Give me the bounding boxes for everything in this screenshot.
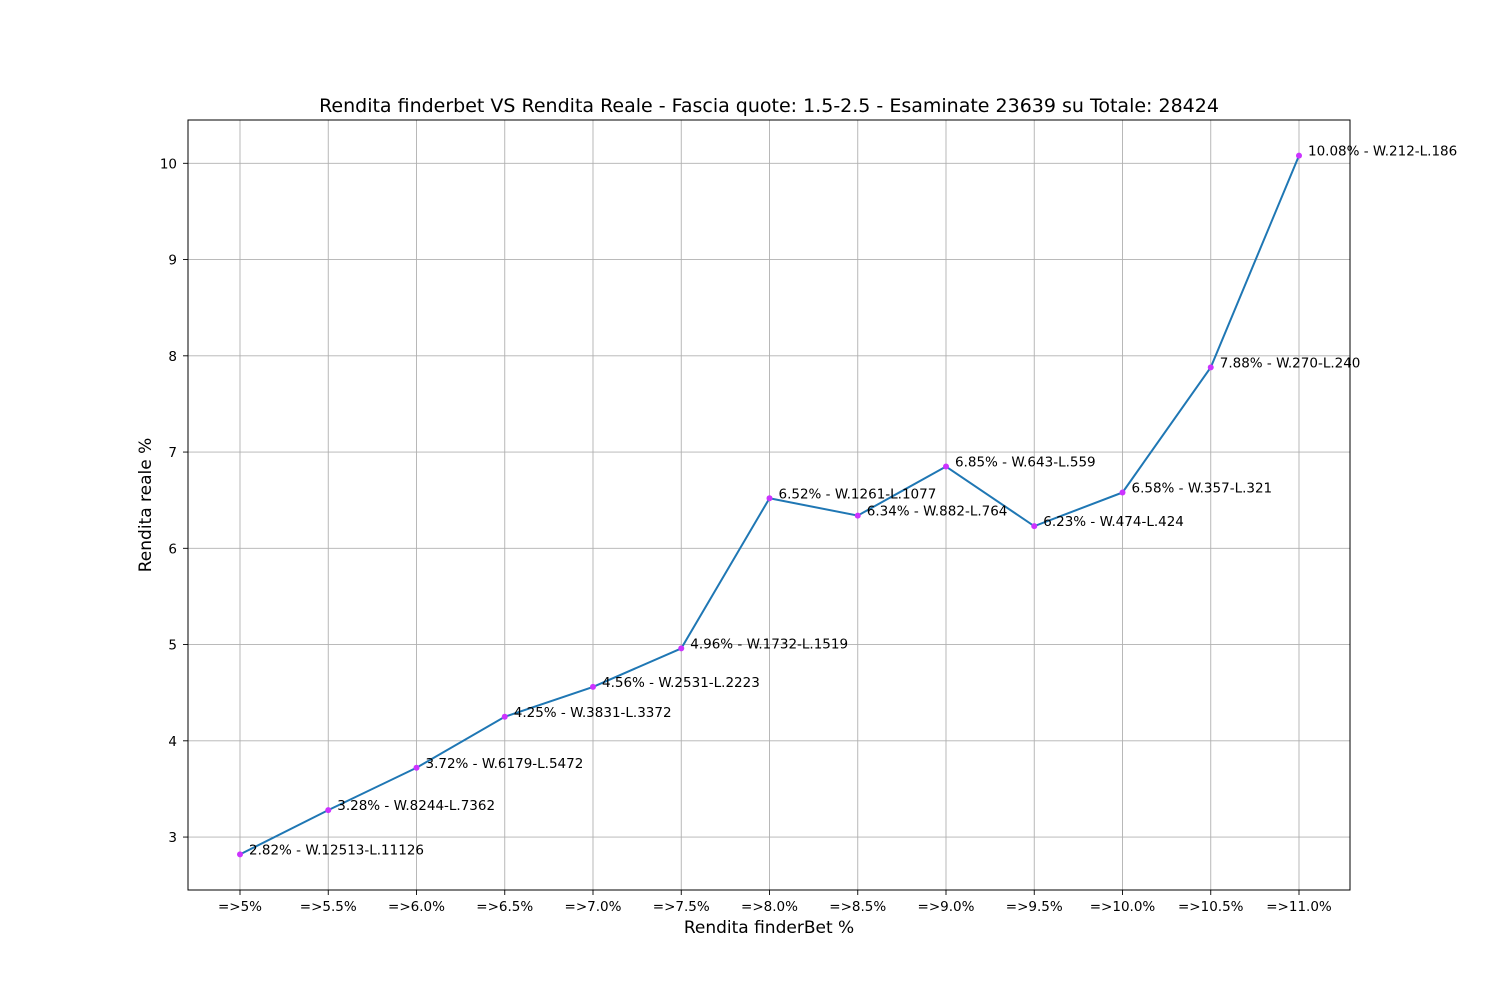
data-label: 6.58% - W.357-L.321	[1132, 480, 1273, 496]
plot-frame	[187, 119, 1351, 891]
data-point	[1296, 152, 1302, 159]
x-tick-label: =>8.5%	[829, 899, 886, 915]
data-point	[678, 645, 685, 652]
data-label: 6.52% - W.1261-L.1077	[779, 486, 937, 502]
marker-layer	[237, 152, 1302, 858]
x-tick-label: =>5%	[218, 899, 262, 915]
data-point	[943, 463, 949, 470]
x-tick-label: =>10.0%	[1090, 899, 1156, 915]
x-tick-label: =>11.0%	[1266, 899, 1332, 915]
x-tick-label: =>7.5%	[653, 899, 710, 915]
x-tick-label: =>10.5%	[1178, 899, 1244, 915]
y-tick-label: 5	[168, 638, 177, 654]
data-point	[1207, 364, 1214, 371]
data-point	[413, 764, 420, 771]
x-tick-label: =>6.5%	[476, 899, 533, 915]
data-point	[501, 713, 508, 720]
grid	[188, 120, 1350, 890]
data-label: 6.85% - W.643-L.559	[955, 455, 1096, 471]
data-label: 4.96% - W.1732-L.1519	[690, 636, 848, 652]
data-label: 3.28% - W.8244-L.7362	[337, 798, 495, 814]
data-point	[237, 851, 243, 858]
data-label: 6.34% - W.882-L.764	[867, 504, 1008, 520]
y-tick-label: 6	[168, 541, 177, 557]
y-tick-label: 4	[168, 734, 177, 750]
data-point	[590, 683, 596, 690]
data-label: 7.88% - W.270-L.240	[1220, 355, 1361, 371]
data-label-layer: 2.82% - W.12513-L.11126 3.28% - W.8244-L.…	[249, 144, 1457, 859]
data-point	[766, 495, 773, 502]
data-point	[1031, 523, 1038, 530]
y-tick-label: 3	[168, 830, 177, 846]
x-tick-label: =>7.0%	[565, 899, 622, 915]
y-tick-label: 9	[168, 253, 177, 269]
data-label: 3.72% - W.6179-L.5472	[426, 756, 584, 772]
data-label: 4.56% - W.2531-L.2223	[602, 675, 760, 691]
data-point	[1119, 489, 1126, 496]
x-tick-label: =>9.5%	[1006, 899, 1063, 915]
data-point	[854, 512, 861, 519]
data-label: 4.25% - W.3831-L.3372	[514, 705, 672, 721]
x-axis-label: Rendita finderBet %	[684, 918, 854, 938]
chart-title: Rendita finderbet VS Rendita Reale - Fas…	[319, 95, 1219, 117]
data-label: 10.08% - W.212-L.186	[1308, 144, 1457, 160]
y-tick-label: 7	[168, 445, 177, 461]
y-axis-label: Rendita reale %	[136, 438, 156, 573]
x-tick-label: =>5.5%	[300, 899, 357, 915]
x-tick-label: =>8.0%	[741, 899, 798, 915]
tick-layer: =>5% =>5.5% =>6.0% =>6.5% =>7.0% =>7.5% =>8.0%…	[160, 156, 1332, 915]
y-tick-label: 8	[168, 349, 177, 365]
y-tick-label: 10	[160, 156, 177, 172]
data-point	[325, 807, 332, 814]
data-label: 2.82% - W.12513-L.11126	[249, 842, 424, 858]
x-tick-label: =>6.0%	[388, 899, 445, 915]
data-label: 6.23% - W.474-L.424	[1043, 514, 1184, 530]
x-tick-label: =>9.0%	[918, 899, 975, 915]
